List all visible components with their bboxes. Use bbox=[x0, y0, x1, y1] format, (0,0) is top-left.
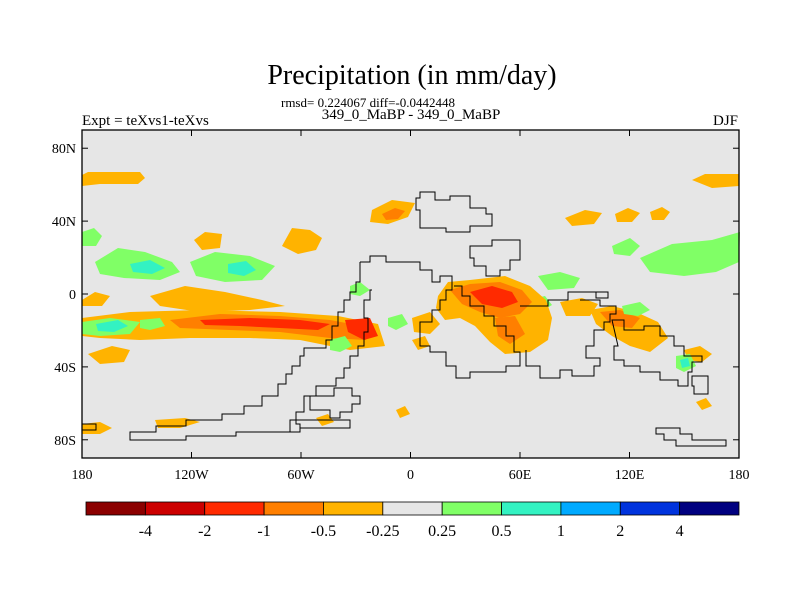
anomaly-patch bbox=[622, 302, 650, 316]
continent-outline bbox=[611, 319, 703, 387]
x-tick-label: 120E bbox=[615, 468, 645, 483]
x-tick-label: 60E bbox=[509, 468, 532, 483]
colorbar-swatch bbox=[382, 501, 443, 516]
colorbar-label: 2 bbox=[616, 523, 624, 540]
case-label: 349_0_MaBP - 349_0_MaBP bbox=[322, 107, 501, 123]
colorbar-swatch bbox=[85, 501, 146, 516]
colorbar-label: 0.5 bbox=[492, 523, 512, 540]
anomaly-patch bbox=[130, 260, 165, 274]
colorbar-label: 1 bbox=[557, 523, 565, 540]
continent-outline bbox=[691, 375, 709, 395]
continent-outline bbox=[469, 239, 521, 277]
anomaly-patch bbox=[82, 292, 110, 306]
map-panel: 180 120W 60W 0 60E 120E 180 80N 40N 0 40S 80S bbox=[52, 129, 750, 483]
colorbar-label: -0.5 bbox=[311, 523, 336, 540]
anomaly-patch bbox=[470, 286, 518, 308]
anomaly-patch bbox=[696, 398, 712, 410]
anomaly-patch bbox=[96, 320, 128, 332]
precip-anomaly-patches bbox=[82, 172, 740, 434]
x-tick-label: 120W bbox=[174, 468, 209, 483]
chart-subtitle: rmsd= 0.224067 diff=-0.0442448 bbox=[281, 95, 455, 110]
anomaly-patch bbox=[194, 232, 222, 250]
continent-outline bbox=[360, 255, 521, 379]
colorbar-swatch bbox=[560, 501, 621, 516]
anomaly-patch bbox=[140, 318, 165, 330]
continent-outline bbox=[82, 423, 97, 431]
continent-outline bbox=[415, 191, 493, 233]
continent-outline bbox=[289, 419, 351, 433]
anomaly-patch bbox=[692, 174, 739, 188]
continent-outlines bbox=[82, 191, 727, 447]
anomaly-patch bbox=[82, 172, 145, 186]
x-tick-label: 180 bbox=[72, 468, 93, 483]
y-tick-label: 80S bbox=[54, 434, 76, 449]
colorbar-label: -4 bbox=[139, 523, 152, 540]
colorbar-label: 4 bbox=[676, 523, 684, 540]
colorbar-swatch bbox=[619, 501, 681, 516]
anomaly-patch bbox=[228, 261, 256, 276]
axis-ticks: 180 120W 60W 0 60E 120E 180 80N 40N 0 40S 80S bbox=[52, 130, 750, 483]
colorbar-swatch bbox=[501, 501, 562, 516]
anomaly-patch bbox=[88, 346, 130, 364]
anomaly-patch bbox=[560, 298, 598, 316]
anomaly-patch bbox=[330, 336, 352, 352]
anomaly-patch bbox=[615, 208, 640, 222]
x-tick-label: 60W bbox=[287, 468, 315, 483]
y-tick-label: 40N bbox=[52, 215, 76, 230]
anomaly-patch bbox=[345, 318, 378, 340]
colorbar-swatch bbox=[204, 501, 265, 516]
anomaly-patch bbox=[538, 272, 580, 290]
chart-title: Precipitation (in mm/day) bbox=[267, 60, 556, 91]
anomaly-patch bbox=[612, 238, 640, 256]
season-label: DJF bbox=[713, 113, 738, 129]
anomaly-patch bbox=[82, 228, 102, 246]
experiment-label: Expt = teXvs1-teXvs bbox=[82, 113, 209, 129]
continent-outline bbox=[309, 387, 361, 419]
y-tick-label: 0 bbox=[69, 288, 76, 303]
colorbar-swatch bbox=[144, 501, 206, 516]
colorbar: -4 -2 -1 -0.5 -0.25 0.25 0.5 1 2 4 bbox=[85, 501, 740, 540]
anomaly-patch bbox=[382, 208, 405, 220]
anomaly-patch bbox=[396, 406, 410, 418]
anomaly-patch bbox=[200, 318, 330, 330]
continent-outline bbox=[129, 262, 372, 441]
anomaly-patch bbox=[495, 316, 525, 344]
continent-outline bbox=[655, 427, 727, 447]
colorbar-swatch bbox=[679, 501, 740, 516]
colorbar-label: 0.25 bbox=[428, 523, 456, 540]
colorbar-label: -2 bbox=[198, 523, 211, 540]
colorbar-label: -1 bbox=[257, 523, 270, 540]
y-tick-label: 40S bbox=[54, 361, 76, 376]
colorbar-label: -0.25 bbox=[366, 523, 399, 540]
x-tick-label: 180 bbox=[729, 468, 750, 483]
anomaly-patch bbox=[388, 314, 408, 330]
anomaly-patch bbox=[680, 358, 690, 368]
anomaly-patch bbox=[412, 312, 440, 334]
y-tick-label: 80N bbox=[52, 142, 76, 157]
colorbar-swatch bbox=[323, 501, 384, 516]
anomaly-patch bbox=[282, 228, 322, 254]
anomaly-patch bbox=[565, 210, 602, 226]
anomaly-patch bbox=[82, 422, 112, 434]
continent-outline bbox=[520, 291, 617, 379]
anomaly-patch bbox=[150, 286, 285, 312]
x-tick-label: 0 bbox=[407, 468, 414, 483]
anomaly-patch bbox=[640, 232, 740, 276]
colorbar-swatch bbox=[441, 501, 502, 516]
colorbar-swatch bbox=[263, 501, 324, 516]
anomaly-patch bbox=[650, 207, 670, 220]
